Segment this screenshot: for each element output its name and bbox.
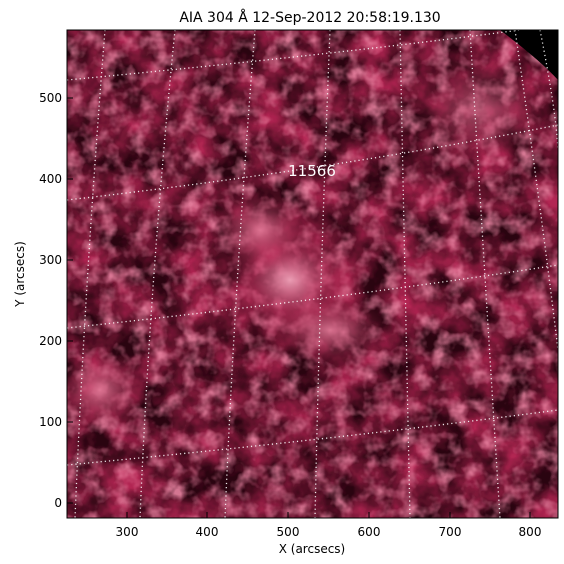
solar-plasma-image: 11566 xyxy=(67,30,558,518)
x-tick-label: 500 xyxy=(277,525,300,539)
y-tick-label: 0 xyxy=(54,496,62,510)
y-tick-label: 100 xyxy=(39,415,62,429)
x-tick-label: 800 xyxy=(519,525,542,539)
y-tick-label: 200 xyxy=(39,334,62,348)
y-tick-label: 300 xyxy=(39,253,62,267)
heliographic-grid xyxy=(67,30,558,518)
plot-frame xyxy=(66,29,559,519)
x-axis-label: X (arcsecs) xyxy=(279,542,346,556)
y-axis xyxy=(67,97,73,504)
x-tick-label: 400 xyxy=(196,525,219,539)
y-tick-label: 500 xyxy=(39,91,62,105)
x-tick-label: 700 xyxy=(439,525,462,539)
y-tick-label: 400 xyxy=(39,172,62,186)
x-axis xyxy=(126,512,531,518)
y-axis-label: Y (arcsecs) xyxy=(13,241,27,308)
x-tick-label: 600 xyxy=(358,525,381,539)
figure-title: AIA 304 Å 12-Sep-2012 20:58:19.130 xyxy=(179,9,440,26)
x-tick-label: 300 xyxy=(116,525,139,539)
active-region-label: 11566 xyxy=(288,162,336,180)
